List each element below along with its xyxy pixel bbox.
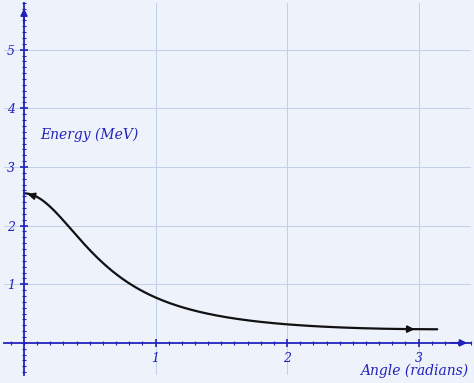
Text: Energy (MeV): Energy (MeV) [40,128,138,142]
Text: Angle (radians): Angle (radians) [360,363,469,378]
